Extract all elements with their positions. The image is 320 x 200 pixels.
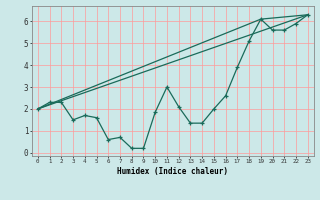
X-axis label: Humidex (Indice chaleur): Humidex (Indice chaleur): [117, 167, 228, 176]
